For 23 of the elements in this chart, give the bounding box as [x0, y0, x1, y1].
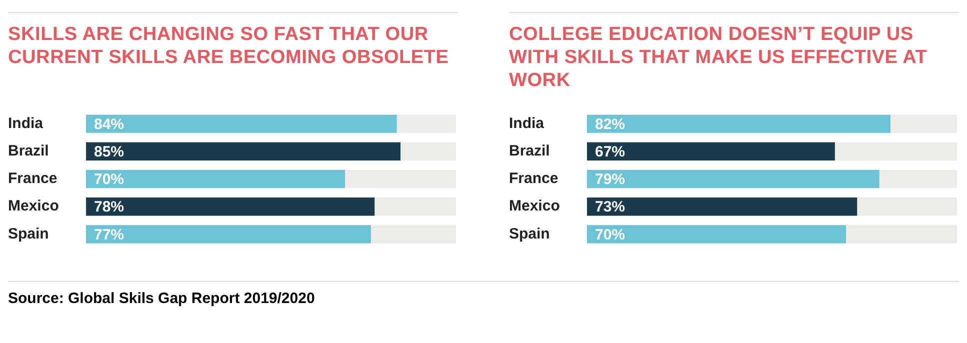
data-label: 77%: [94, 226, 124, 244]
data-label: 70%: [94, 171, 124, 188]
y-tick-label: Spain: [8, 225, 49, 242]
y-tick-label: Brazil: [8, 142, 49, 160]
y-tick-label: Mexico: [509, 198, 560, 215]
data-label: 70%: [595, 226, 626, 244]
chart-title: COLLEGE EDUCATION DOESN’T EQUIP US WITH SKILLS THAT MAKE US EFFECTIVE AT WORK: [509, 23, 928, 93]
chart-title: SKILLS ARE CHANGING SO FAST THAT OUR CURRENT SKILLS ARE BECOMING OBSOLETE: [8, 23, 450, 70]
data-label: 73%: [595, 198, 626, 216]
data-label: 79%: [595, 171, 626, 188]
y-tick-label: France: [8, 170, 58, 188]
y-tick-label: Spain: [509, 225, 550, 242]
y-tick-label: Mexico: [8, 198, 59, 215]
y-tick-label: India: [509, 114, 545, 132]
data-label: 78%: [94, 198, 124, 216]
source-note: Source: Global Skils Gap Report 2019/2020: [8, 290, 316, 307]
y-tick-label: France: [509, 170, 558, 188]
y-tick-label: India: [8, 114, 44, 132]
data-label: 82%: [595, 116, 626, 133]
y-tick-label: Brazil: [509, 142, 550, 160]
data-label: 85%: [94, 144, 124, 161]
data-label: 84%: [94, 116, 124, 133]
data-label: 67%: [595, 144, 626, 161]
